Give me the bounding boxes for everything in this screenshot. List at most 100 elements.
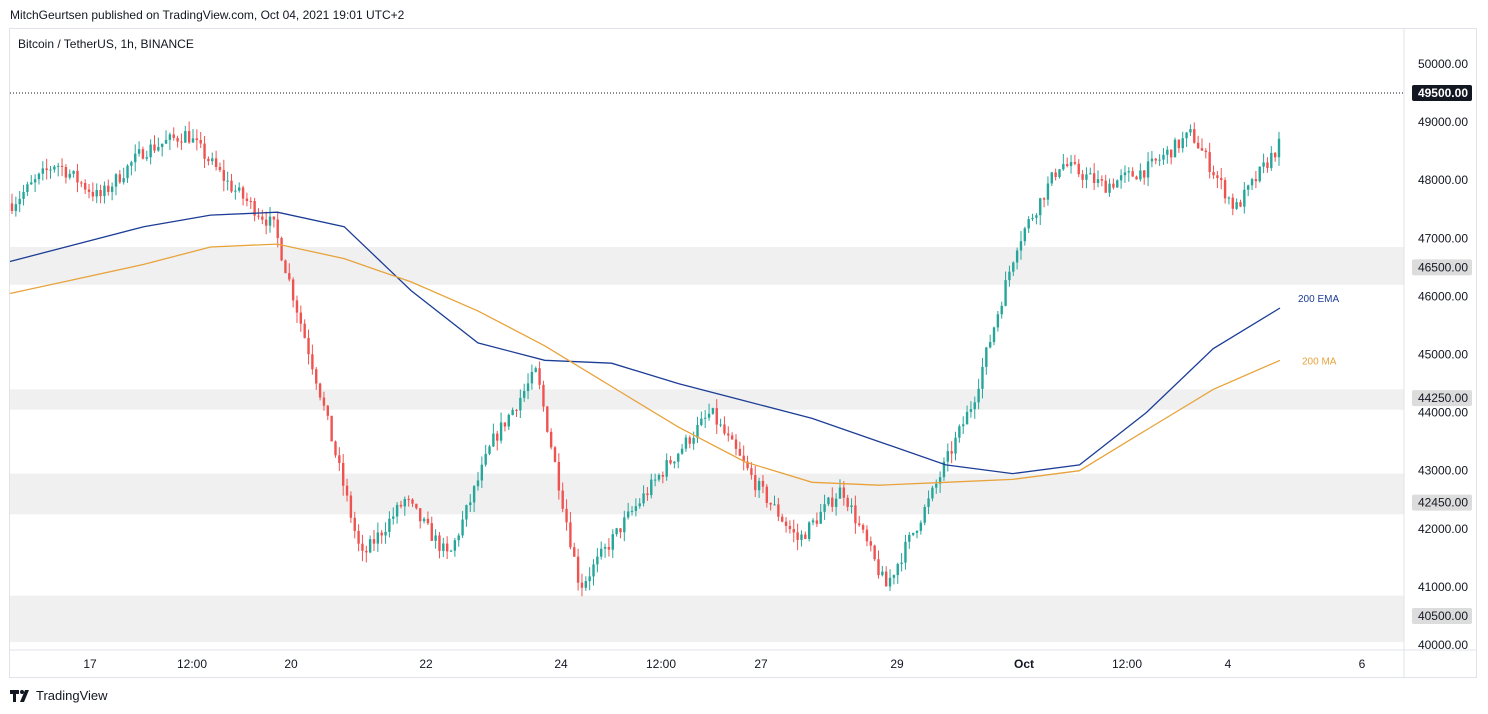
candle-body [126,165,129,179]
candle-body [107,185,110,192]
candle-body [30,182,33,185]
candle-body [18,198,21,205]
candle-body [992,327,996,343]
candle-body [280,238,283,261]
chart-frame[interactable] [9,28,1477,678]
candle-body [264,219,268,226]
candle-body [519,397,522,411]
price-label-tag [1412,494,1472,511]
candle-body [160,143,164,147]
candle-body [341,462,345,486]
candle-body [584,581,588,588]
candle-body [315,369,318,384]
x-tick-label: 6 [1359,657,1366,671]
candle-body [184,131,187,143]
candle-body [750,468,753,476]
candle-body [1035,215,1038,218]
publisher-attribution: MitchGeurtsen published on TradingView.c… [10,8,405,22]
candle-body [1227,197,1231,199]
candle-body [1235,202,1238,209]
candle-body [977,388,980,403]
candle-body [1212,171,1215,176]
candle-body [1065,164,1069,167]
candle-body [515,409,518,411]
candle-body [1062,164,1065,170]
candle-body [600,548,603,557]
support-zone [10,389,1404,410]
candle-body [915,530,919,533]
y-tick-label: 45000.00 [1418,348,1468,362]
candle-body [26,184,29,193]
candle-body [361,543,364,551]
candle-body [908,534,911,542]
candle-body [522,391,526,398]
candle-body [715,408,718,425]
candle-body [349,495,353,518]
candle-body [218,167,222,171]
candle-body [865,529,869,542]
candle-body [345,485,349,496]
candle-body [1181,138,1184,149]
candle-body [738,448,742,456]
candle-body [99,190,102,197]
candle-body [1054,172,1057,177]
candle-body [807,522,811,539]
candle-body [1146,161,1150,178]
candle-body [37,173,41,180]
candle-body [1100,179,1104,181]
candle-body [191,138,195,143]
price-label-tag [1412,259,1472,276]
ma-200-line [9,243,1281,486]
candle-body [911,532,915,535]
candle-body [41,168,45,174]
candle-body [861,525,865,530]
candle-body [969,409,973,412]
candle-body [57,165,60,167]
candle-body [1092,173,1096,184]
candle-body [900,562,903,565]
tradingview-footer[interactable]: TradingView [10,688,108,703]
support-zone [10,473,1404,515]
candle-body [403,498,407,507]
candle-body [1143,170,1146,178]
candle-body [114,174,118,187]
x-tick-label: 12:00 [1112,657,1142,671]
candle-body [723,424,726,434]
candle-body [222,170,226,181]
candle-body [557,461,561,491]
candle-body [700,418,703,425]
candle-body [819,511,822,524]
candle-body [1162,154,1165,160]
candle-body [1208,152,1211,172]
candle-body [973,402,976,410]
candle-body [985,347,988,367]
candle-body [619,528,622,533]
candle-body [103,185,106,197]
candle-body [241,187,245,199]
candle-body [569,522,572,548]
candle-body [411,499,414,504]
candle-body [195,138,199,141]
candle-body [130,162,133,166]
y-tick-label: 46000.00 [1418,289,1468,303]
candle-body [453,540,457,551]
candle-body [1119,175,1123,181]
candle-body [22,192,25,199]
candle-body [245,198,249,202]
candle-body [1081,174,1084,180]
candle-body [815,520,819,524]
candle-body [214,158,218,168]
candle-body [634,506,638,511]
candle-body [553,447,557,462]
candle-body [757,480,761,491]
candle-body [546,406,549,432]
candle-body [781,516,784,522]
candle-body [680,448,684,454]
candle-body [873,545,876,560]
candle-body [1196,142,1200,149]
symbol-title: Bitcoin / TetherUS, 1h, BINANCE [18,37,194,51]
ema-200-line [9,211,1281,475]
candle-body [95,190,98,197]
candle-body [276,219,279,239]
